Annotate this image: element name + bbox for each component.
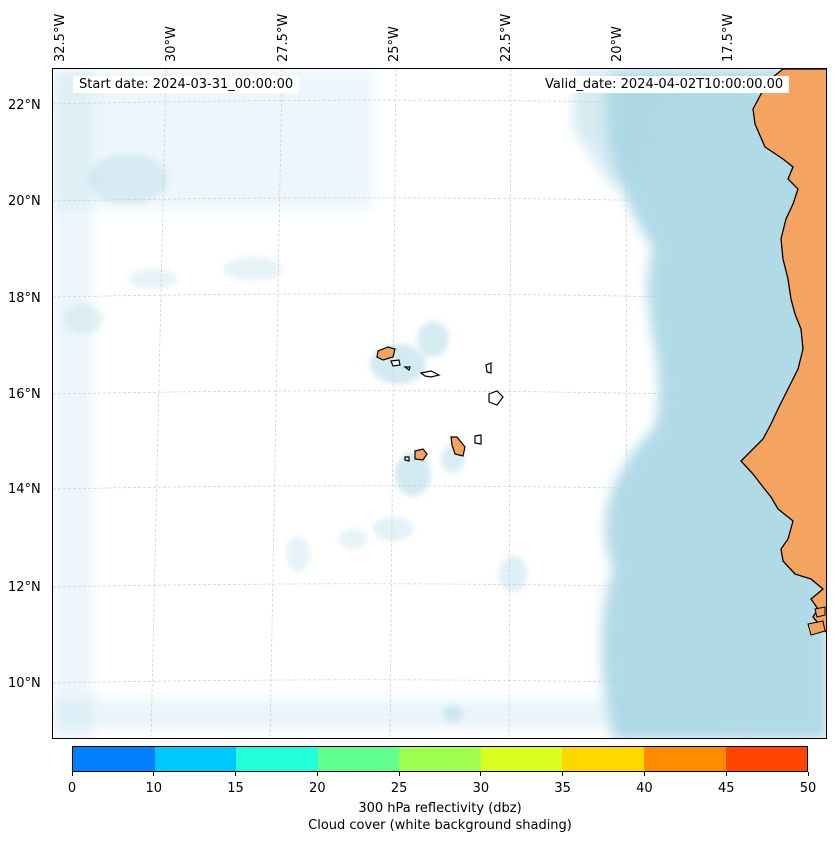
colorbar-label: 300 hPa reflectivity (dbz) [358,801,522,816]
colorbar-tick-label: 45 [717,781,735,796]
lat-label-22n: 22°N [8,98,41,113]
island-maio [474,434,482,445]
meridian-17-5w [740,69,747,738]
lon-label-20w: 20°W [610,26,625,62]
coastal-islet [814,606,826,618]
island-sal [485,362,492,374]
colorbar-tick-label: 25 [390,781,408,796]
parallel-20n [53,197,826,206]
colorbar-segment-6 [562,747,644,771]
colorbar-segment-2 [236,747,318,771]
map-panel[interactable] [52,68,827,739]
lon-label-30w: 30°W [164,26,179,62]
lon-label-32-5w: 32.5°W [53,13,68,62]
reflectivity-colorbar [72,746,808,772]
valid-date-label: Valid_date: 2024-04-02T10:00:00.00 [539,76,790,93]
meridian-27-5w [269,69,283,738]
island-brava [404,456,410,462]
meridian-25w [389,69,397,738]
island-fogo [414,448,428,461]
parallel-22n [53,99,826,108]
colorbar-tick-label: 15 [227,781,244,796]
colorbar-segment-8 [725,747,808,771]
bijagos-island [807,620,826,636]
lon-label-17-5w: 17.5°W [721,13,736,62]
lon-label-25w: 25°W [387,26,402,62]
island-sao-nicolau [419,370,441,378]
colorbar-tick-mark [398,772,400,776]
colorbar-segment-3 [317,747,400,771]
meridian-30w [150,69,167,738]
colorbar-tick-label: 30 [472,781,490,796]
colorbar-tick-mark [807,772,809,776]
lat-label-16n: 16°N [8,387,41,402]
cape-verde-islands [376,346,504,462]
lat-label-12n: 12°N [8,580,41,595]
colorbar-tick-label: 10 [145,781,163,796]
lat-label-20n: 20°N [8,194,41,209]
colorbar-tick-mark [643,772,645,776]
colorbar-segment-5 [480,747,563,771]
parallel-14n [53,485,826,494]
island-santa-luzia [403,366,411,371]
map-canvas[interactable] [53,69,827,739]
colorbar-tick-label: 20 [309,781,326,796]
colorbar-tick-mark [71,772,73,776]
meridian-20w [625,69,628,738]
parallel-16n [53,390,826,399]
parallel-18n [53,293,826,302]
colorbar-segment-0 [73,747,155,771]
colorbar-segment-1 [154,747,237,771]
colorbar-tick-label: 50 [799,781,817,796]
colorbar-tick-label: 40 [636,781,653,796]
cloud-cover-layer [53,69,826,738]
meridian-22-5w [508,69,512,738]
lon-label-22-5w: 22.5°W [499,13,514,62]
graticule [53,69,826,738]
parallel-10n [53,679,826,688]
colorbar-tick-label: 35 [554,781,571,796]
parallel-12n [53,583,826,592]
colorbar-segment-7 [643,747,726,771]
colorbar-tick-mark [153,772,155,776]
island-santiago [450,436,466,457]
colorbar-tick-label: 0 [67,781,77,796]
colorbar-tick-mark [562,772,564,776]
island-boa-vista [488,390,504,406]
start-date-label: Start date: 2024-03-31_00:00:00 [73,76,300,93]
lat-label-18n: 18°N [8,291,41,306]
island-sao-vicente [390,359,401,367]
colorbar-sublabel: Cloud cover (white background shading) [308,818,572,833]
colorbar-segment-4 [399,747,481,771]
colorbar-tick-mark [235,772,237,776]
colorbar-tick-mark [480,772,482,776]
lon-label-27-5w: 27.5°W [276,13,291,62]
island-santo-antao [376,346,396,361]
africa-coastline [740,69,826,633]
lat-label-10n: 10°N [8,676,41,691]
colorbar-tick-mark [725,772,727,776]
lat-label-14n: 14°N [8,482,41,497]
colorbar-tick-mark [316,772,318,776]
